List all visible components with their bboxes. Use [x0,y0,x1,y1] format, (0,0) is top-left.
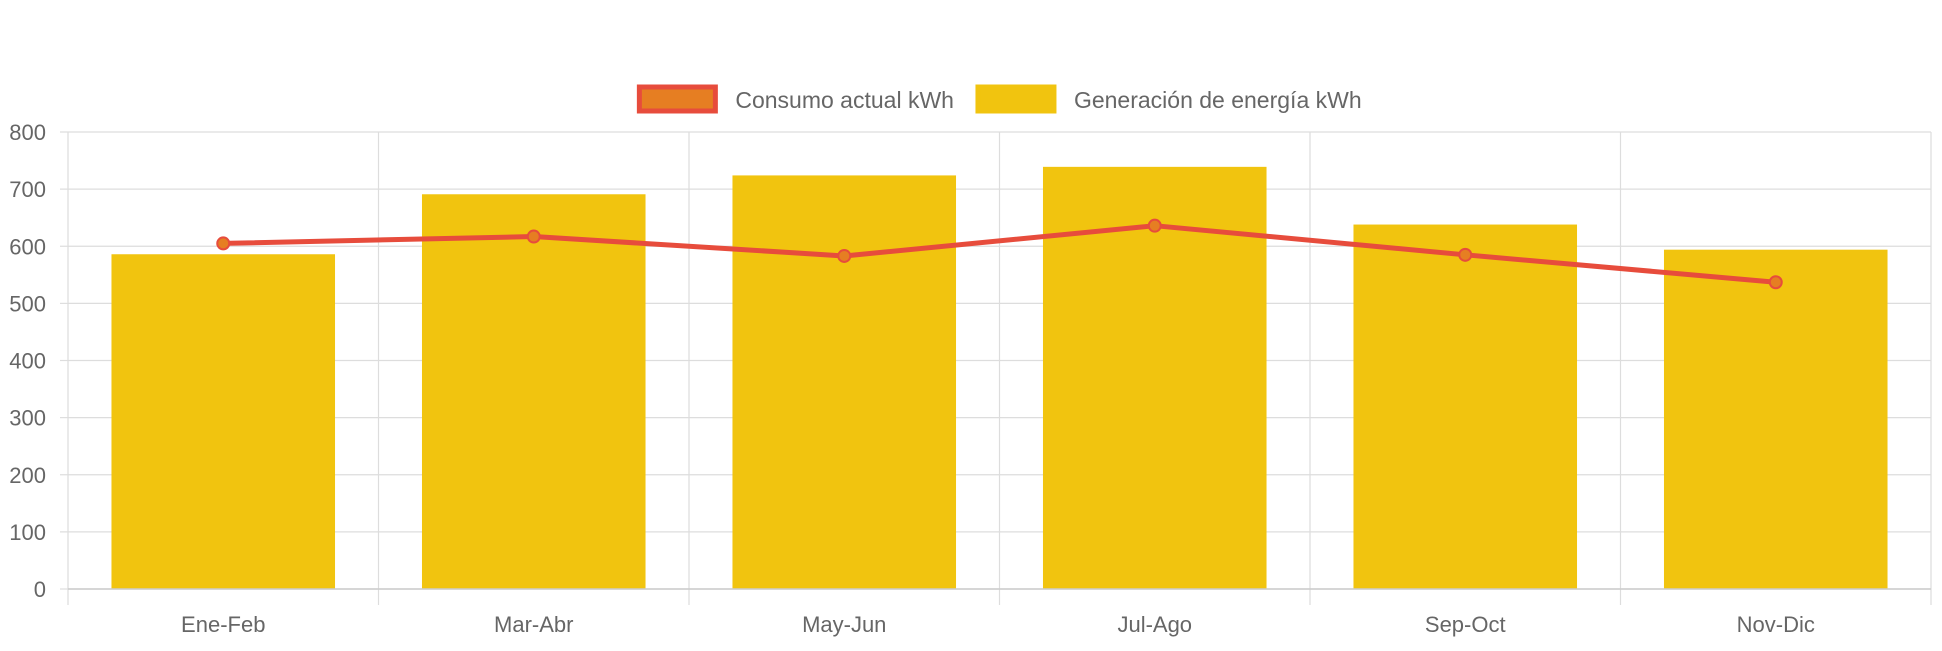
y-tick-label: 300 [9,406,46,431]
bar-may-jun[interactable] [732,175,957,590]
legend-swatch-consumo [636,84,718,114]
bar-jul-ago[interactable] [1042,166,1267,589]
y-tick-label: 100 [9,520,46,545]
bar-ene-feb[interactable] [111,254,336,589]
x-tick-label: Nov-Dic [1737,612,1815,637]
consumo-line [220,223,1779,285]
line-point-may-jun[interactable] [837,248,852,263]
y-tick-label: 600 [9,234,46,259]
axes: 0 100 200 300 400 500 600 700 800 Ene-Feb Mar-Abr M… [9,120,1931,637]
x-tick-label: Ene-Feb [181,612,265,637]
bar-mar-abr[interactable] [421,194,646,590]
bar-sep-oct[interactable] [1353,224,1578,590]
legend-item-consumo[interactable]: Consumo actual kWh [636,84,954,114]
x-tick-label: Mar-Abr [494,612,573,637]
y-tick-label: 700 [9,177,46,202]
line-point-jul-ago[interactable] [1147,218,1162,233]
y-tick-label: 400 [9,349,46,374]
line-point-mar-abr[interactable] [526,229,541,244]
y-tick-label: 200 [9,463,46,488]
legend-label: Consumo actual kWh [735,87,954,113]
legend-swatch-generacion [975,84,1057,114]
legend-label: Generación de energía kWh [1074,87,1362,113]
bar-series [111,166,1888,590]
line-point-nov-dic[interactable] [1768,275,1783,290]
line-point-sep-oct[interactable] [1458,247,1473,262]
legend: Consumo actual kWh Generación de energía … [636,84,1362,114]
y-tick-label: 500 [9,291,46,316]
x-tick-label: Jul-Ago [1117,612,1192,637]
y-tick-label: 800 [9,120,46,145]
line-series [216,218,1783,290]
y-tick-label: 0 [34,577,46,602]
grid [67,131,1932,605]
x-tick-label: Sep-Oct [1425,612,1506,637]
x-tick-label: May-Jun [802,612,886,637]
line-point-ene-feb[interactable] [216,236,231,251]
bar-nov-dic[interactable] [1663,249,1888,590]
legend-item-generacion[interactable]: Generación de energía kWh [975,84,1362,114]
